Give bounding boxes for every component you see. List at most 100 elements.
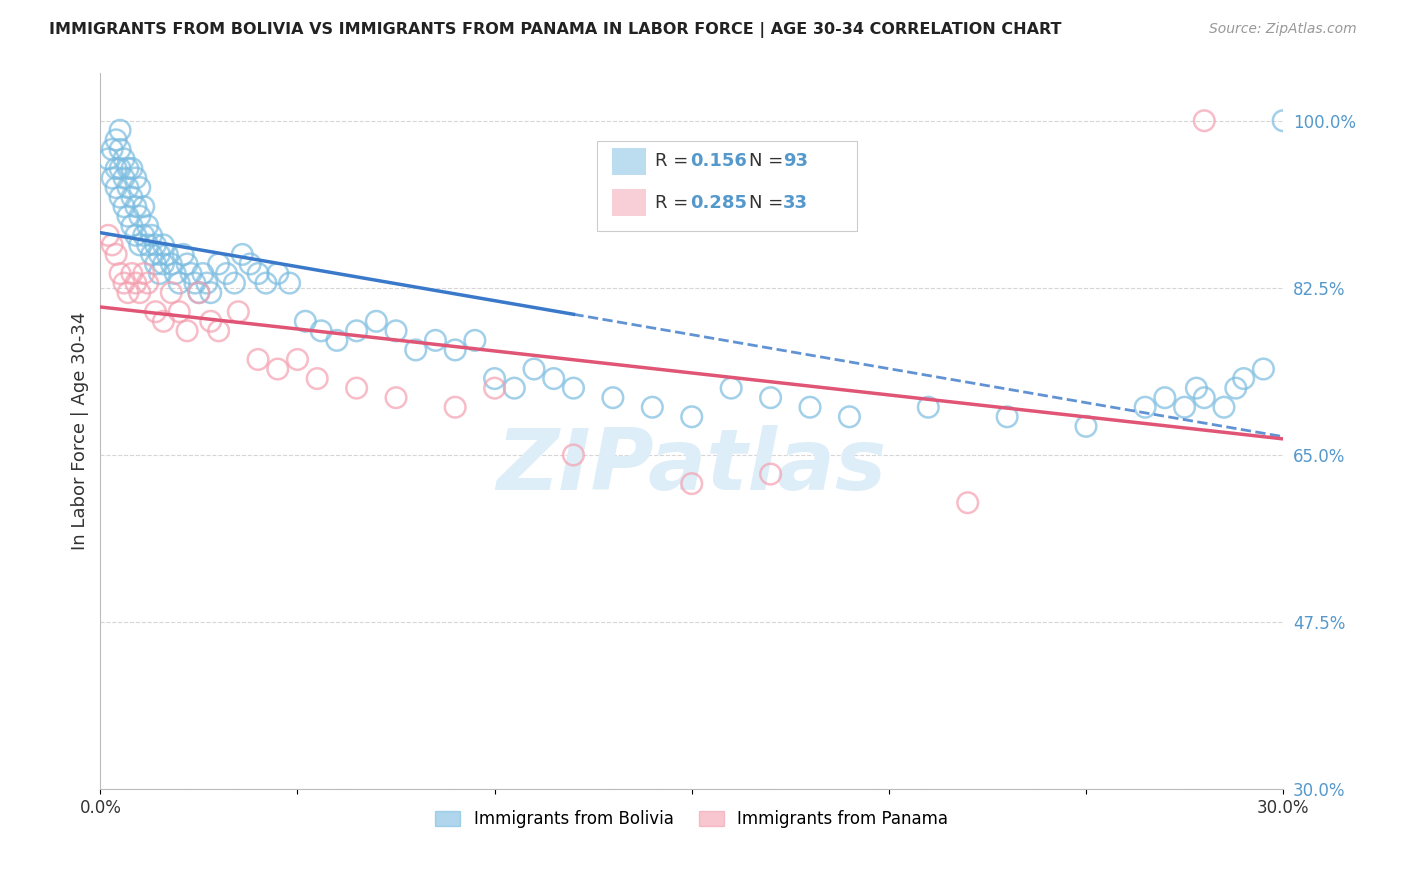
Point [105, 161, 128, 176]
Point [136, 276, 159, 290]
Text: 93: 93 [783, 153, 808, 170]
Point [247, 267, 270, 281]
Point [1133, 401, 1156, 415]
Point [128, 180, 150, 194]
Point [121, 219, 143, 233]
Point [145, 238, 167, 252]
Point [141, 247, 163, 261]
Point [267, 362, 290, 376]
Point [167, 304, 190, 318]
Point [125, 171, 148, 186]
Point [105, 133, 128, 147]
Point [108, 142, 131, 156]
Point [247, 352, 270, 367]
Point [1074, 419, 1097, 434]
Point [215, 267, 238, 281]
Point [254, 276, 277, 290]
Point [117, 161, 139, 176]
Point [759, 391, 782, 405]
Point [1194, 113, 1216, 128]
Point [231, 247, 253, 261]
Point [125, 228, 148, 243]
Point [97, 228, 120, 243]
Point [136, 238, 159, 252]
Point [108, 123, 131, 137]
FancyBboxPatch shape [613, 148, 645, 175]
Text: ZIPatlas: ZIPatlas [496, 425, 887, 508]
Point [172, 247, 194, 261]
Point [156, 247, 179, 261]
Point [105, 180, 128, 194]
FancyBboxPatch shape [613, 189, 645, 216]
Point [112, 276, 135, 290]
Point [346, 324, 368, 338]
Point [1233, 371, 1256, 385]
Point [385, 391, 408, 405]
Point [191, 267, 214, 281]
Point [995, 409, 1018, 424]
Point [444, 343, 467, 357]
Point [425, 334, 447, 348]
Point [108, 267, 131, 281]
Point [117, 209, 139, 223]
FancyBboxPatch shape [598, 141, 858, 230]
Point [176, 324, 198, 338]
Point [309, 324, 332, 338]
Point [278, 276, 301, 290]
Point [239, 257, 262, 271]
Point [1153, 391, 1175, 405]
Point [326, 334, 349, 348]
Point [187, 285, 209, 300]
Point [294, 314, 316, 328]
Point [1194, 391, 1216, 405]
Point [176, 257, 198, 271]
Text: R =: R = [655, 194, 695, 211]
Point [200, 314, 222, 328]
Point [267, 267, 290, 281]
Point [602, 391, 624, 405]
Point [287, 352, 309, 367]
Point [366, 314, 388, 328]
Point [444, 401, 467, 415]
Point [112, 171, 135, 186]
Point [125, 200, 148, 214]
Point [799, 401, 821, 415]
Point [503, 381, 526, 395]
Y-axis label: In Labor Force | Age 30-34: In Labor Force | Age 30-34 [72, 312, 89, 550]
Point [145, 257, 167, 271]
Point [207, 324, 229, 338]
Point [132, 267, 155, 281]
Point [112, 152, 135, 166]
Point [145, 304, 167, 318]
Point [117, 285, 139, 300]
Point [562, 381, 585, 395]
Point [641, 401, 664, 415]
Point [101, 238, 124, 252]
Point [484, 371, 506, 385]
Text: N =: N = [748, 194, 783, 211]
Point [101, 142, 124, 156]
Point [152, 238, 174, 252]
Point [681, 476, 703, 491]
Point [307, 371, 329, 385]
Point [200, 285, 222, 300]
Point [132, 200, 155, 214]
Text: R =: R = [655, 153, 695, 170]
Point [97, 152, 120, 166]
Point [148, 247, 170, 261]
Point [207, 257, 229, 271]
Text: N =: N = [748, 153, 783, 170]
Point [405, 343, 427, 357]
Point [160, 285, 183, 300]
Point [759, 467, 782, 481]
Point [152, 257, 174, 271]
Point [125, 276, 148, 290]
Point [1174, 401, 1197, 415]
Point [562, 448, 585, 462]
Point [1253, 362, 1275, 376]
Point [112, 200, 135, 214]
Point [121, 161, 143, 176]
Point [108, 161, 131, 176]
Point [1213, 401, 1236, 415]
Point [160, 257, 183, 271]
